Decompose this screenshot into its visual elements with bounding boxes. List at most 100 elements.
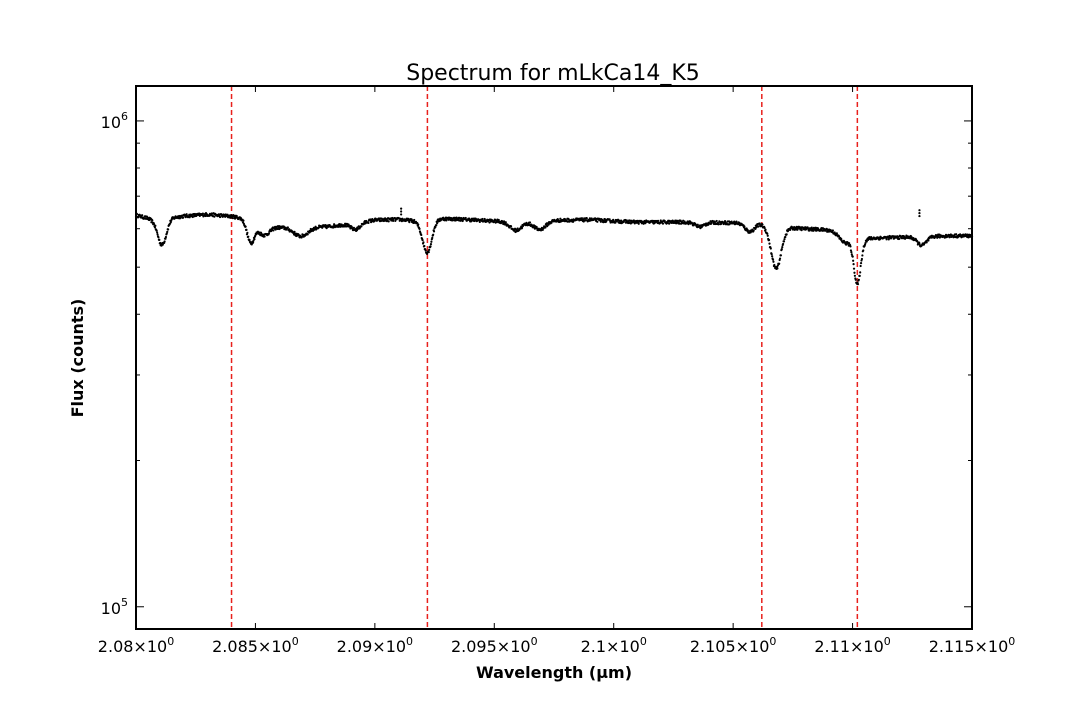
data-point [244,225,247,228]
data-point [837,235,841,238]
data-point [852,259,855,262]
data-point [182,216,185,219]
data-point [848,242,851,245]
data-point [306,233,309,236]
reference-lines [230,86,859,629]
data-point [407,217,410,220]
data-point [676,219,680,222]
data-point [497,218,500,222]
data-point [464,216,467,220]
data-point [567,218,570,221]
data-point [636,219,639,222]
data-point [352,226,356,229]
y-tick-label: 106 [101,110,128,132]
data-point [432,233,435,236]
data-point [155,229,158,232]
data-point [164,237,167,240]
data-point [776,267,779,270]
data-point [860,257,864,261]
data-point [758,222,761,225]
data-point [201,212,205,215]
data-point [432,230,436,233]
data-point [778,257,782,260]
data-point [757,225,760,228]
data-point [918,209,921,212]
data-point [163,240,166,243]
plot-frame [135,85,973,630]
data-point [153,226,157,229]
data-point [852,267,856,270]
data-point [849,245,852,248]
data-point [555,220,558,223]
data-point [752,229,755,232]
data-point [781,246,784,249]
data-point [859,261,863,265]
data-point [811,229,815,232]
data-point [780,247,783,251]
data-point [851,255,854,258]
data-point [783,238,786,241]
data-point [367,221,370,225]
data-point [763,226,766,230]
chart-title: Spectrum for mLkCa14_K5 [406,61,700,86]
data-point [784,235,787,239]
data-point [865,240,868,243]
data-point [431,236,434,239]
data-point [580,217,584,220]
data-point [435,224,438,227]
data-point [746,229,750,232]
data-point [286,226,289,229]
x-tick-label: 2.09×100 [337,635,413,656]
data-point [158,238,161,241]
x-tick-label: 2.08×100 [98,635,174,656]
data-point [164,235,168,239]
data-point [768,242,771,245]
data-point [715,219,718,223]
data-point [422,241,425,244]
data-point [421,238,424,242]
data-point [394,219,397,223]
data-point [418,227,421,230]
data-point [445,219,448,222]
data-point [167,228,170,231]
data-point [478,220,481,224]
data-point [428,248,431,251]
data-point [661,222,665,225]
data-point [156,233,159,236]
data-point [620,219,623,222]
data-point [231,217,234,220]
data-point [413,218,416,222]
data-point [516,227,519,230]
data-point [400,210,403,213]
data-point [420,233,423,237]
data-point [918,212,921,215]
data-point [429,245,432,248]
data-point [861,254,864,257]
data-point [766,232,769,235]
data-point [528,221,532,224]
data-point [504,221,507,224]
data-point [481,217,484,221]
data-point [925,241,928,244]
data-point [885,238,888,241]
data-point [596,220,599,223]
data-point [248,238,251,242]
data-point [778,262,781,265]
data-point [772,260,775,263]
data-point [637,222,640,225]
data-point [213,215,216,218]
data-point [288,228,291,231]
data-point [927,239,930,242]
data-point [417,223,420,226]
data-point [857,278,860,281]
data-point [766,234,769,237]
data-point [520,226,524,229]
data-point [427,251,430,254]
data-point [218,215,222,219]
data-point [430,240,433,243]
data-point [252,241,255,244]
data-point [785,233,788,236]
x-tick-label: 2.105×100 [690,635,777,656]
data-point [849,249,853,252]
